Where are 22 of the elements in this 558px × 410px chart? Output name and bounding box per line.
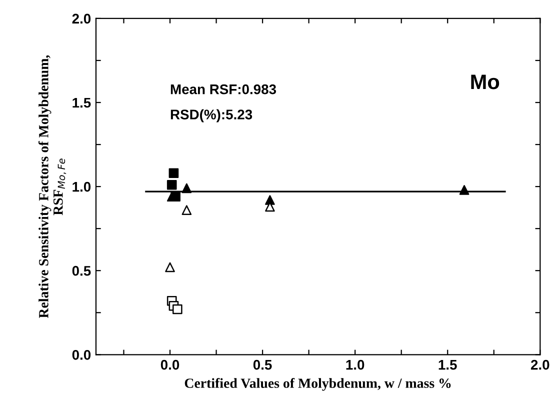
point bbox=[182, 205, 192, 215]
y-tick-label: 1.5 bbox=[72, 98, 91, 108]
y-tick-label: 2.0 bbox=[72, 14, 91, 24]
point bbox=[182, 183, 192, 194]
y-tick-label: 1.0 bbox=[72, 182, 91, 192]
x-tick-label: 0.0 bbox=[160, 360, 180, 370]
point bbox=[459, 185, 470, 195]
y-tick-label: 0.5 bbox=[72, 266, 91, 276]
point bbox=[168, 168, 179, 178]
point bbox=[166, 180, 177, 190]
point bbox=[172, 304, 182, 314]
x-tick-label: 2.0 bbox=[530, 360, 550, 370]
annotation: Mean RSF:0.983 bbox=[170, 84, 276, 94]
annotation: Mo bbox=[471, 74, 500, 90]
y-tick-label: 0.0 bbox=[72, 350, 91, 360]
point bbox=[165, 262, 175, 272]
x-tick-label: 1.0 bbox=[346, 360, 364, 370]
x-tick-label: 1.5 bbox=[438, 360, 457, 370]
y-axis-title: Relative Sensitivity Factors of Molybdenum, RSF$_{Mo,Fe}$ bbox=[38, 55, 66, 318]
x-axis-title: Certified Values of Molybdenum, w / mass % bbox=[184, 378, 451, 391]
annotation: RSD(%):5.23 bbox=[170, 109, 252, 122]
x-tick-label: 0.5 bbox=[253, 360, 272, 370]
